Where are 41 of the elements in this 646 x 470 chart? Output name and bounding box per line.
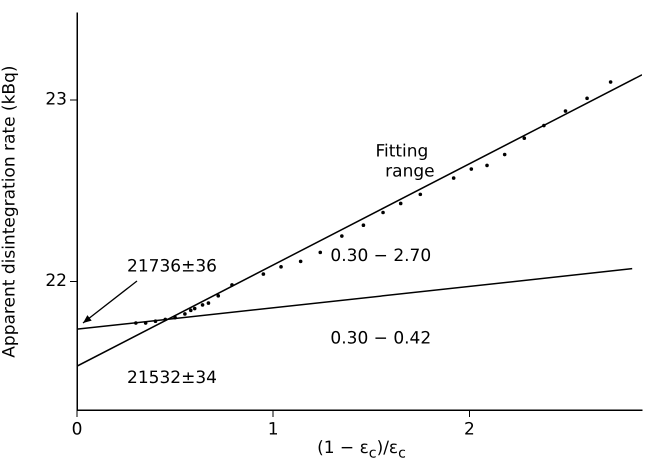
point: [542, 124, 546, 128]
y-tick-label: 23: [45, 90, 67, 110]
point: [340, 234, 344, 238]
point: [381, 210, 385, 214]
point: [216, 294, 220, 298]
point: [200, 303, 204, 307]
point: [470, 167, 474, 171]
point: [192, 306, 197, 310]
point: [173, 316, 177, 320]
point: [418, 192, 422, 196]
point: [206, 301, 210, 305]
point: [502, 152, 506, 156]
series-label: 0.30 − 2.70: [330, 246, 432, 266]
point: [485, 164, 489, 168]
annotation: 21736±36: [127, 256, 217, 277]
point: [154, 319, 158, 324]
point: [188, 308, 193, 312]
point: [564, 109, 568, 113]
point: [298, 260, 302, 264]
x-tick-label: 2: [464, 420, 475, 440]
point: [134, 321, 138, 325]
point: [163, 318, 168, 322]
point: [262, 272, 266, 276]
x-tick-label: 1: [268, 420, 279, 440]
y-tick-label: 22: [45, 270, 67, 291]
x-tick-label: 0: [72, 420, 82, 440]
point: [279, 265, 283, 269]
annotation: 21532±34: [127, 368, 217, 388]
point: [398, 202, 402, 206]
point: [608, 80, 612, 84]
point: [585, 96, 589, 100]
x-axis-title: (1 − ε$_{c}$)/ε$_{c}$: [316, 438, 407, 462]
point: [452, 176, 456, 180]
point: [362, 223, 366, 227]
y-axis-title: Apparent disintegration rate (kBq): [0, 65, 20, 358]
legend-title: Fitting range: [375, 142, 435, 182]
point: [183, 312, 187, 316]
point: [230, 283, 234, 287]
point: [522, 136, 526, 140]
series-label: 0.30 − 0.42: [330, 328, 432, 349]
point: [318, 250, 322, 254]
